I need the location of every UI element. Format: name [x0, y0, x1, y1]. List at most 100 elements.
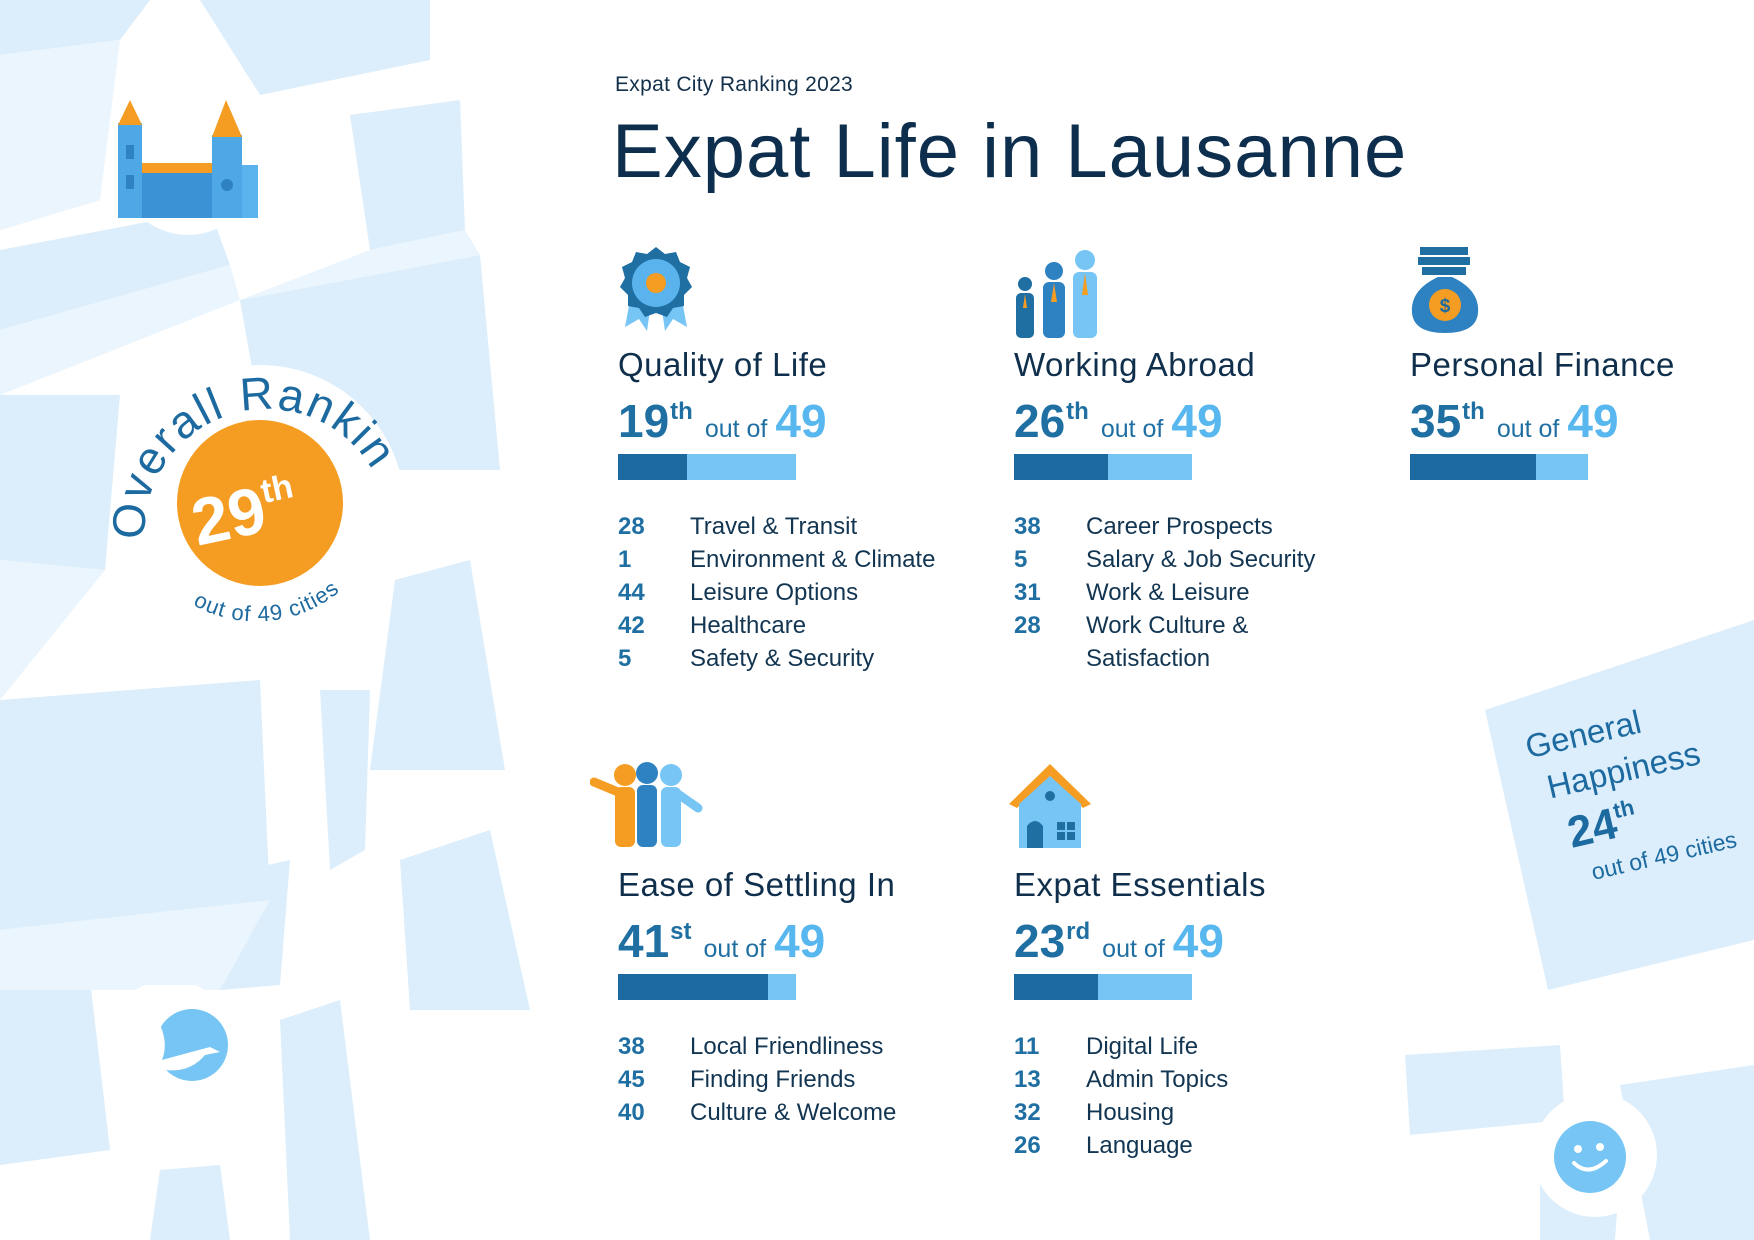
- subcategory-list: 38 Career Prospects 5 Salary & Job Securit…: [1014, 510, 1354, 675]
- subcategory-value: 1: [618, 546, 632, 573]
- rank-out-of: out of: [1496, 415, 1560, 443]
- subcategory-value: 42: [618, 612, 645, 639]
- subcategory-row: 13 Admin Topics: [1014, 1063, 1354, 1096]
- subcategory-row: 11 Digital Life: [1014, 1030, 1354, 1063]
- category-rank: 26th out of 49: [1014, 394, 1354, 448]
- rank-progress-fill: [1014, 454, 1109, 480]
- friends-group-icon: [590, 762, 703, 847]
- subcategory-label: Admin Topics: [1086, 1066, 1229, 1093]
- subcategory-label: Housing: [1086, 1099, 1175, 1126]
- subcategory-list: 28 Travel & Transit 1 Environment & Climat…: [618, 510, 998, 675]
- subcategory-value: 11: [1014, 1033, 1040, 1060]
- subcategory-row: 42 Healthcare: [618, 609, 998, 642]
- subcategory-label: Local Friendliness: [690, 1033, 884, 1060]
- general-happiness-rank-suffix: th: [1610, 794, 1637, 824]
- category-rank: 19th out of 49: [618, 394, 998, 448]
- award-rosette-icon: [620, 247, 692, 331]
- rank-total: 49: [1567, 395, 1619, 447]
- rank-number: 35: [1410, 395, 1462, 447]
- money-bag-icon: $: [1411, 247, 1479, 333]
- subcategory-label: Salary & Job Security: [1086, 546, 1316, 573]
- rank-suffix: th: [670, 398, 693, 425]
- subcategory-value: 31: [1014, 579, 1041, 606]
- subcategory-row: 5 Safety & Security: [618, 642, 998, 675]
- category-ease-of-settling-in: Ease of Settling In 41st out of 49 38 Local…: [618, 866, 998, 1129]
- subcategory-row: 28 Travel & Transit: [618, 510, 998, 543]
- subcategory-row: 44 Leisure Options: [618, 576, 998, 609]
- rank-out-of: out of: [703, 935, 767, 963]
- page-title: Expat Life in Lausanne: [612, 109, 1408, 194]
- rank-total: 49: [775, 395, 827, 447]
- rank-progress-bar: [1014, 454, 1192, 480]
- bird-logo-icon: [105, 985, 235, 1110]
- subcategory-value: 40: [618, 1099, 645, 1126]
- subcategory-value: 44: [618, 579, 645, 606]
- subcategory-row: 31 Work & Leisure: [1014, 576, 1354, 609]
- rank-suffix: st: [670, 918, 692, 945]
- business-people-icon: [1016, 250, 1097, 338]
- rank-progress-fill: [618, 974, 768, 1000]
- rank-number: 26: [1014, 395, 1066, 447]
- subcategory-row: 32 Housing: [1014, 1096, 1354, 1129]
- cathedral-icon: [118, 95, 258, 235]
- overall-rank-number: 29th: [185, 465, 304, 559]
- rank-out-of: out of: [704, 415, 768, 443]
- category-title: Ease of Settling In: [618, 866, 896, 903]
- rank-progress-bar: [618, 974, 796, 1000]
- category-title: Working Abroad: [1014, 346, 1256, 383]
- subcategory-list: 11 Digital Life 13 Admin Topics 32 Housing …: [1014, 1030, 1354, 1162]
- subcategory-value: 45: [618, 1066, 645, 1093]
- subcategory-list: 38 Local Friendliness 45 Finding Friends 4…: [618, 1030, 998, 1129]
- subcategory-label: Career Prospects: [1086, 513, 1273, 540]
- subcategory-label: Travel & Transit: [690, 513, 858, 540]
- rank-total: 49: [774, 915, 826, 967]
- rank-total: 49: [1172, 915, 1224, 967]
- subcategory-label: Work Culture & Satisfaction: [1086, 612, 1249, 672]
- rank-progress-fill: [1410, 454, 1537, 480]
- rank-number: 19: [618, 395, 670, 447]
- category-title: Personal Finance: [1410, 346, 1675, 383]
- category-quality-of-life: Quality of Life 19th out of 49 28 Travel & …: [618, 346, 998, 675]
- category-rank: 41st out of 49: [618, 914, 998, 968]
- subcategory-value: 26: [1014, 1132, 1041, 1159]
- rank-progress-fill: [618, 454, 688, 480]
- rank-number: 23: [1014, 915, 1066, 967]
- rank-progress-bar: [1014, 974, 1192, 1000]
- category-working-abroad: Working Abroad 26th out of 49 38 Career Pro…: [1014, 346, 1354, 675]
- subcategory-value: 32: [1014, 1099, 1041, 1126]
- category-personal-finance: Personal Finance 35th out of 49: [1410, 346, 1740, 480]
- subcategory-value: 38: [618, 1033, 645, 1060]
- subcategory-label: Digital Life: [1086, 1033, 1199, 1060]
- rank-out-of: out of: [1100, 415, 1164, 443]
- category-expat-essentials: Expat Essentials 23rd out of 49 11 Digital …: [1014, 866, 1354, 1162]
- category-rank: 35th out of 49: [1410, 394, 1740, 448]
- rank-total: 49: [1171, 395, 1223, 447]
- subcategory-row: 38 Local Friendliness: [618, 1030, 998, 1063]
- category-title: Expat Essentials: [1014, 866, 1266, 903]
- rank-number: 41: [618, 915, 670, 967]
- subcategory-value: 38: [1014, 513, 1041, 540]
- subcategory-label: Environment & Climate: [690, 546, 936, 573]
- subcategory-row: 5 Salary & Job Security: [1014, 543, 1354, 576]
- rank-progress-fill: [1014, 974, 1098, 1000]
- subcategory-label: Culture & Welcome: [690, 1099, 897, 1126]
- rank-out-of: out of: [1102, 935, 1165, 963]
- category-title: Quality of Life: [618, 346, 828, 383]
- smiley-icon: [1533, 1095, 1657, 1217]
- rank-progress-bar: [1410, 454, 1588, 480]
- rank-suffix: th: [1066, 398, 1089, 425]
- subcategory-label: Work & Leisure: [1086, 579, 1250, 606]
- subcategory-row: 1 Environment & Climate: [618, 543, 998, 576]
- house-icon: [1009, 764, 1091, 848]
- subcategory-value: 5: [1014, 546, 1028, 573]
- rank-suffix: th: [1462, 398, 1485, 425]
- subcategory-row: 45 Finding Friends: [618, 1063, 998, 1096]
- subcategory-value: 28: [1014, 612, 1041, 639]
- subcategory-label: Leisure Options: [690, 579, 859, 606]
- overall-ranking-badge: Overall Ranking 29th out of 49 cities: [85, 355, 406, 655]
- rank-suffix: rd: [1066, 918, 1091, 945]
- supertitle: Expat City Ranking 2023: [615, 73, 854, 96]
- svg-text:$: $: [1440, 296, 1451, 317]
- rank-progress-bar: [618, 454, 796, 480]
